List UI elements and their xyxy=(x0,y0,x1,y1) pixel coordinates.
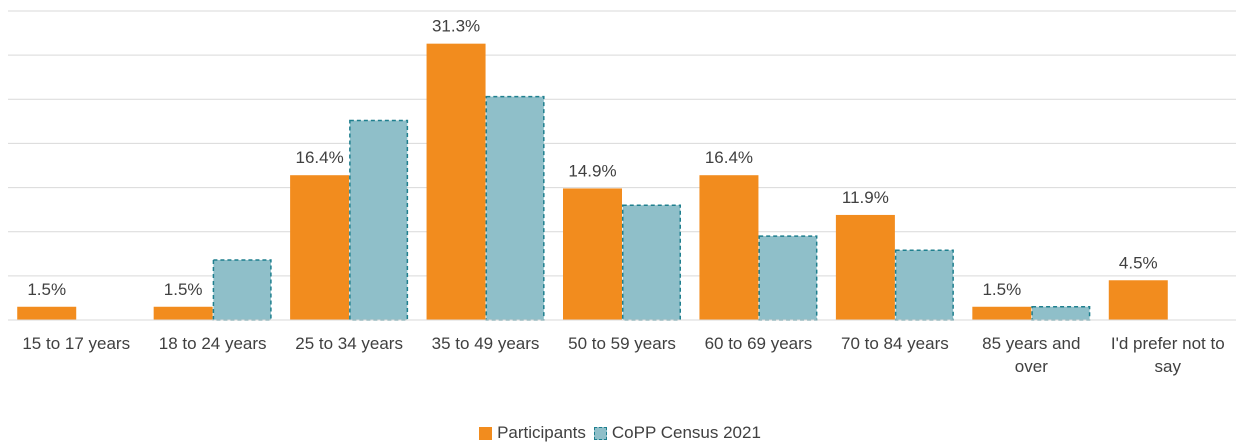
data-label: 11.9% xyxy=(842,188,889,207)
bar xyxy=(1108,280,1168,320)
data-label: 4.5% xyxy=(1119,253,1158,272)
data-label: 16.4% xyxy=(296,148,344,167)
data-label: 1.5% xyxy=(27,280,66,299)
x-tick-label: 60 to 69 years xyxy=(704,334,813,353)
legend: Participants CoPP Census 2021 xyxy=(0,422,1240,444)
legend-swatch xyxy=(593,426,607,440)
legend-item: CoPP Census 2021 xyxy=(593,422,761,444)
legend-item: Participants xyxy=(479,422,586,444)
bar xyxy=(485,95,545,321)
bar xyxy=(835,214,895,320)
x-tick-label: 35 to 49 years xyxy=(431,334,540,353)
data-label: 14.9% xyxy=(568,161,616,180)
legend-label: Participants xyxy=(497,423,586,442)
bar xyxy=(622,204,681,321)
bar xyxy=(972,306,1032,320)
data-label: 1.5% xyxy=(164,280,203,299)
bar xyxy=(212,259,272,321)
data-label: 1.5% xyxy=(982,280,1021,299)
legend-label: CoPP Census 2021 xyxy=(611,423,761,442)
x-tick-label: 50 to 59 years xyxy=(568,334,676,353)
x-tick-label: 85 years and over xyxy=(982,334,1081,376)
data-label: 31.3% xyxy=(432,17,480,36)
x-tick-label: 70 to 84 years xyxy=(841,334,949,353)
bar xyxy=(349,119,409,321)
bar xyxy=(894,249,954,321)
data-label: 16.4% xyxy=(705,148,753,167)
legend-swatch xyxy=(479,426,493,440)
x-tick-label: 18 to 24 years xyxy=(158,334,267,353)
x-tick-label: 15 to 17 years xyxy=(22,334,131,353)
bar xyxy=(290,175,350,320)
bar xyxy=(17,306,77,320)
bar xyxy=(153,306,213,320)
x-tick-label: 25 to 34 years xyxy=(295,334,403,353)
x-tick-label: I'd prefer not to say xyxy=(1110,334,1225,376)
bar xyxy=(699,175,759,320)
bar xyxy=(758,235,818,321)
bar xyxy=(563,188,622,320)
bar xyxy=(426,43,486,321)
bar xyxy=(1031,306,1091,321)
